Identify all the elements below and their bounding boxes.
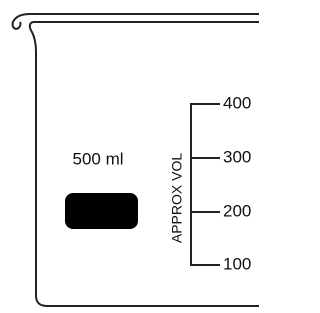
- scale-label: 400: [223, 93, 251, 112]
- volume-scale: [191, 103, 220, 266]
- scale-label: 100: [223, 254, 251, 273]
- label-patch: [65, 193, 138, 229]
- scale-label: 300: [223, 147, 251, 166]
- beaker-illustration: 500 ml 400 300 200 100 APPROX VOL: [0, 0, 259, 313]
- capacity-label: 500 ml: [72, 149, 123, 168]
- scale-title: APPROX VOL: [169, 153, 185, 243]
- scale-label: 200: [223, 201, 251, 220]
